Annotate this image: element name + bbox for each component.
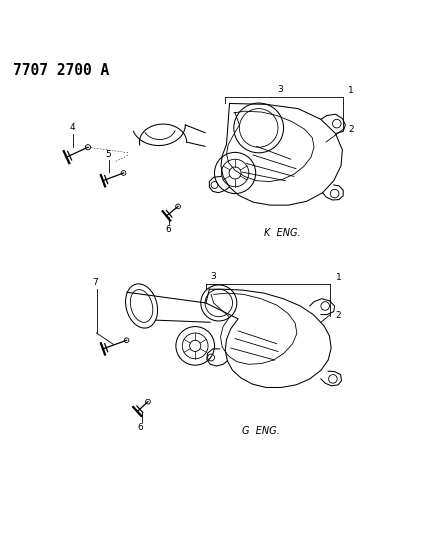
Text: G  ENG.: G ENG.: [242, 426, 280, 436]
Text: K  ENG.: K ENG.: [264, 228, 300, 238]
Circle shape: [145, 399, 150, 404]
Text: 3: 3: [277, 85, 283, 94]
Text: 6: 6: [138, 423, 144, 432]
Text: 2: 2: [348, 125, 354, 134]
Text: 4: 4: [69, 123, 75, 132]
Text: 6: 6: [166, 225, 172, 235]
Text: 1: 1: [335, 272, 341, 281]
Text: 7707 2700 A: 7707 2700 A: [13, 63, 109, 78]
Text: 7: 7: [92, 278, 98, 287]
Text: 2: 2: [335, 311, 341, 320]
Text: 1: 1: [348, 86, 354, 95]
Circle shape: [85, 144, 91, 150]
Text: 3: 3: [210, 272, 216, 281]
Circle shape: [121, 171, 126, 175]
Circle shape: [124, 338, 129, 343]
Circle shape: [176, 204, 180, 209]
Text: 5: 5: [105, 150, 111, 159]
